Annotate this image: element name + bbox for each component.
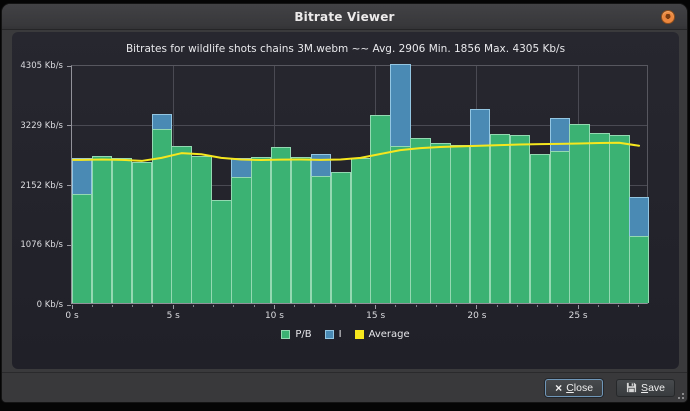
y-tick-label: 1076 Kb/s: [20, 240, 63, 251]
y-tick: [67, 304, 71, 306]
bar-pb-frame: [370, 114, 391, 303]
x-minor-tick: [91, 305, 93, 307]
legend-label: P/B: [295, 329, 312, 340]
bitrate-viewer-window: Bitrate Viewer Bitrates for wildlife sho…: [1, 3, 688, 403]
x-tick: [273, 305, 275, 309]
x-minor-tick: [152, 305, 154, 307]
i-swatch-icon: [324, 330, 334, 339]
dialog-action-area: × Close Save: [2, 372, 687, 402]
bar-pb-frame: [91, 155, 113, 303]
x-tick-label: 0 s: [65, 311, 79, 321]
bar-pb-frame: [589, 133, 610, 303]
bar-pb-frame: [231, 176, 252, 303]
y-tick-label: 0 Kb/s: [36, 300, 63, 310]
legend-item-average: Average: [354, 329, 410, 340]
bar-pb-frame: [72, 194, 93, 303]
legend-label: Average: [368, 329, 410, 340]
bar-pb-frame: [151, 128, 172, 303]
x-minor-tick: [496, 305, 498, 307]
x-minor-tick: [597, 305, 599, 307]
y-tick: [67, 244, 71, 246]
bar-pb-frame: [549, 151, 570, 303]
bar-pb-frame: [609, 134, 630, 303]
titlebar[interactable]: Bitrate Viewer: [2, 4, 687, 30]
x-tick-label: 15 s: [366, 311, 386, 321]
x-minor-tick: [213, 305, 215, 307]
x-minor-tick: [618, 305, 620, 307]
x-tick: [71, 305, 73, 309]
resize-grip[interactable]: [676, 391, 684, 399]
save-button-label: Save: [641, 381, 665, 394]
close-button-label: Close: [566, 381, 594, 394]
x-minor-tick: [557, 305, 559, 307]
legend-label: I: [338, 329, 342, 340]
save-button[interactable]: Save: [616, 378, 675, 397]
bar-pb-frame: [410, 137, 431, 303]
x-minor-tick: [638, 305, 640, 307]
close-button[interactable]: × Close: [545, 378, 604, 397]
x-minor-tick: [233, 305, 235, 307]
x-minor-tick: [334, 305, 336, 307]
x-tick-label: 5 s: [166, 311, 180, 321]
average-line: [72, 141, 641, 162]
x-tick-label: 10 s: [264, 311, 284, 321]
y-tick: [67, 65, 71, 67]
bar-pb-frame: [430, 142, 451, 303]
y-gridline: [72, 125, 647, 127]
x-tick-label: 20 s: [467, 311, 487, 321]
window-title: Bitrate Viewer: [294, 9, 395, 24]
window-close-icon[interactable]: [661, 10, 675, 24]
x-minor-tick: [294, 305, 296, 307]
bar-pb-frame: [251, 156, 272, 303]
bar-pb-frame: [270, 147, 292, 303]
x-minor-tick: [516, 305, 518, 307]
bar-pb-frame: [191, 156, 212, 303]
x-minor-tick: [435, 305, 437, 307]
chart-title: Bitrates for wildlife shots chains 3M.we…: [125, 43, 566, 55]
bar-pb-frame: [290, 156, 312, 303]
x-tick-label: 25 s: [568, 311, 588, 321]
plot-area: 4305 Kb/s 3229 Kb/s 2152 Kb/s 1076 Kb/s 0 Kb…: [20, 61, 650, 321]
legend-item-pb: P/B: [281, 329, 312, 340]
y-tick: [67, 185, 71, 187]
y-tick-label: 3229 Kb/s: [20, 120, 63, 131]
bar-pb-frame: [489, 133, 511, 303]
bar-pb-frame: [529, 153, 550, 303]
bar-pb-frame: [171, 145, 192, 303]
x-minor-tick: [132, 305, 134, 307]
bar-pb-frame: [390, 146, 411, 303]
bar-pb-frame: [509, 134, 531, 303]
floppy-icon: [626, 382, 637, 393]
x-tick: [476, 305, 478, 309]
close-x-icon: ×: [555, 380, 563, 395]
bar-pb-frame: [111, 157, 133, 303]
x-minor-tick: [456, 305, 458, 307]
y-tick-label: 2152 Kb/s: [20, 180, 63, 191]
x-tick: [172, 305, 174, 309]
bar-pb-frame: [330, 171, 352, 303]
x-minor-tick: [111, 305, 113, 307]
bar-pb-frame: [310, 175, 332, 303]
x-minor-tick: [537, 305, 539, 307]
x-tick: [375, 305, 377, 309]
x-minor-tick: [314, 305, 316, 307]
bar-pb-frame: [211, 199, 232, 303]
bar-pb-frame: [131, 162, 153, 303]
bar-pb-frame: [629, 236, 650, 303]
legend-item-i: I: [324, 329, 342, 340]
x-tick: [577, 305, 579, 309]
x-minor-tick: [395, 305, 397, 307]
x-minor-tick: [354, 305, 356, 307]
chart-legend: P/B I Average: [12, 329, 679, 340]
average-swatch-icon: [354, 330, 364, 339]
bar-pb-frame: [569, 123, 590, 303]
x-minor-tick: [253, 305, 255, 307]
y-tick: [67, 125, 71, 127]
pb-swatch-icon: [281, 330, 291, 339]
x-minor-tick: [415, 305, 417, 307]
y-tick-label: 4305 Kb/s: [20, 61, 63, 71]
x-minor-tick: [192, 305, 194, 307]
bitrate-chart: Bitrates for wildlife shots chains 3M.we…: [12, 32, 679, 369]
